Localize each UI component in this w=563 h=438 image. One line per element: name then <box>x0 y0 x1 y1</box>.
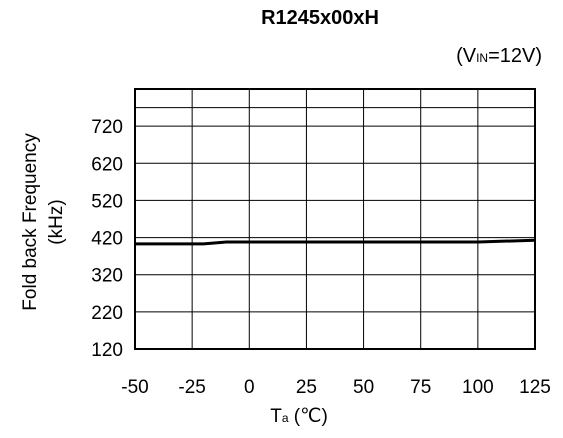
x-tick-label: 100 <box>462 377 494 398</box>
x-tick-label: 75 <box>410 377 431 398</box>
y-axis-unit: (kHz) <box>46 199 67 244</box>
y-tick-label: 420 <box>91 229 123 250</box>
y-tick-label: 520 <box>91 191 123 212</box>
grid-lines <box>134 89 536 350</box>
y-tick-label: 120 <box>91 340 123 361</box>
x-tick-label: 25 <box>296 377 317 398</box>
series-line <box>135 238 536 246</box>
x-axis-subscript: a <box>282 411 289 425</box>
y-axis-label: Fold back Frequency <box>20 133 41 311</box>
chart-title: R1245x00xH <box>261 7 379 29</box>
x-tick-labels: -50 -25 0 25 50 75 100 125 <box>121 377 551 398</box>
x-tick-label: 125 <box>519 377 551 398</box>
x-tick-label: 0 <box>244 377 255 398</box>
x-tick-label: -50 <box>121 377 148 398</box>
x-tick-label: 50 <box>353 377 374 398</box>
y-tick-label: 620 <box>91 154 123 175</box>
x-tick-label: -25 <box>178 377 205 398</box>
condition-subscript: IN <box>476 51 488 65</box>
y-tick-label: 220 <box>91 303 123 324</box>
chart-condition: (VIN=12V) <box>456 45 542 67</box>
x-axis-label: Ta (℃) <box>270 406 328 427</box>
y-tick-label: 320 <box>91 266 123 287</box>
plot-frame <box>134 88 536 350</box>
y-tick-labels: 120 220 320 420 520 620 720 <box>91 117 123 361</box>
y-tick-label: 720 <box>91 117 123 138</box>
